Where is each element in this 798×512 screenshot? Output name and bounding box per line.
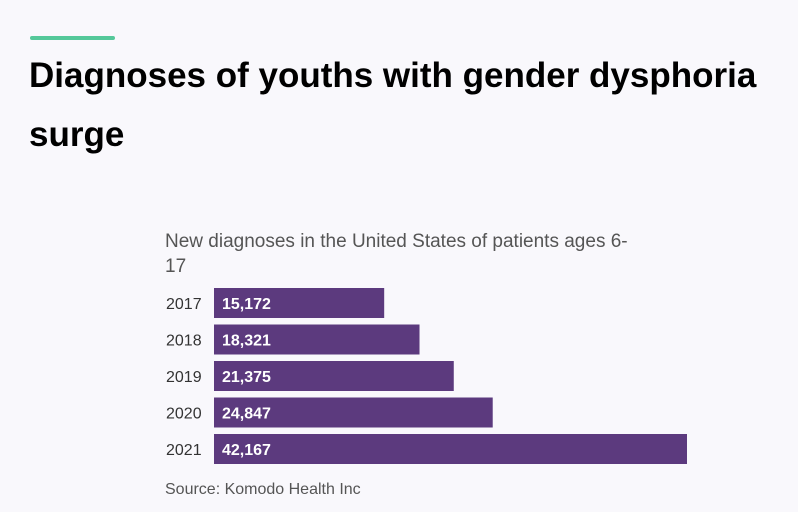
chart-subtitle: New diagnoses in the United States of pa… (165, 231, 628, 277)
data-label-2019: 21,375 (222, 369, 271, 386)
tick-label-2019: 2019 (166, 369, 202, 386)
data-label-2020: 24,847 (222, 406, 271, 423)
data-label-2021: 42,167 (222, 442, 271, 459)
bar-2020 (214, 397, 493, 428)
data-label-2018: 18,321 (222, 333, 271, 350)
tick-label-2017: 2017 (166, 296, 202, 313)
bar-2019 (214, 361, 454, 391)
bar-2017 (214, 288, 385, 318)
source-note: Source: Komodo Health Inc (165, 481, 361, 498)
tick-label-2018: 2018 (166, 333, 202, 350)
tick-label-2020: 2020 (166, 406, 202, 423)
headline: Diagnoses of youths with gender dysphori… (29, 56, 757, 154)
tick-label-2021: 2021 (166, 442, 202, 459)
data-label-2017: 15,172 (222, 296, 271, 313)
accent-line (30, 36, 115, 40)
bar-2018 (214, 324, 420, 355)
bar-2021 (214, 434, 687, 464)
